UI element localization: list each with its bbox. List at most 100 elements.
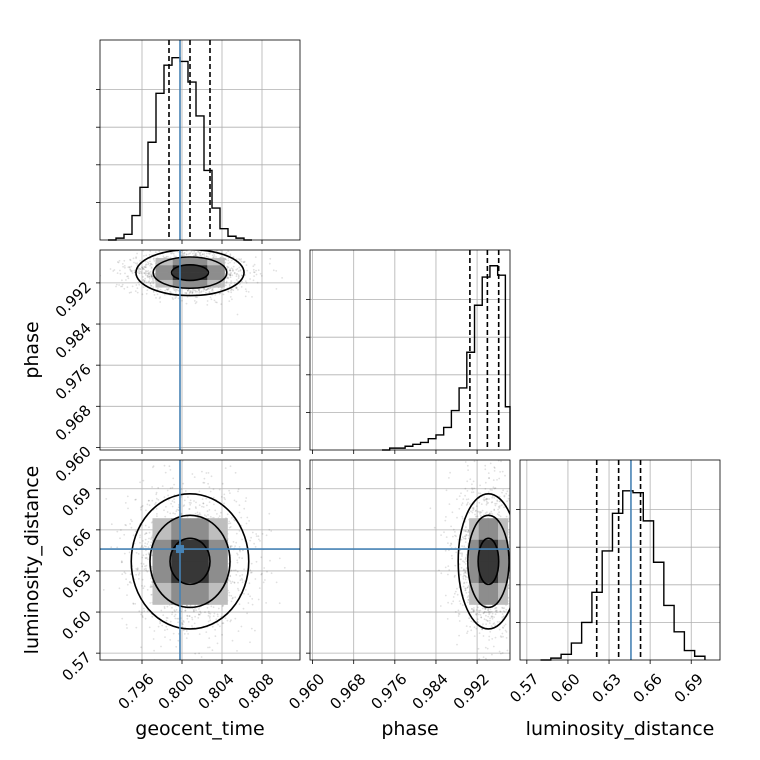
sample-point	[157, 248, 159, 250]
sample-point	[464, 537, 467, 540]
sample-point	[445, 536, 448, 538]
sample-point	[147, 262, 150, 265]
sample-point	[186, 614, 189, 617]
sample-point	[456, 498, 458, 501]
sample-point	[211, 288, 214, 290]
sample-point	[155, 297, 157, 299]
sample-point	[266, 570, 268, 573]
sample-point	[496, 513, 499, 515]
sample-point	[151, 263, 154, 266]
sample-point	[183, 252, 186, 255]
sample-point	[145, 269, 147, 272]
sample-point	[502, 607, 504, 609]
sample-point	[182, 629, 185, 632]
sample-point	[255, 560, 258, 563]
sample-point	[141, 565, 144, 568]
sample-point	[211, 288, 214, 291]
sample-point	[200, 255, 203, 257]
sample-point	[240, 516, 243, 519]
density-cell	[469, 561, 480, 584]
sample-point	[194, 615, 197, 618]
sample-point	[465, 581, 468, 584]
sample-point	[200, 290, 203, 293]
sample-point	[241, 280, 244, 283]
sample-point	[208, 253, 211, 255]
sample-point	[186, 617, 189, 620]
sample-point	[142, 479, 145, 482]
sample-point	[226, 513, 229, 516]
sample-point	[208, 646, 211, 649]
x-tick-label: 0.976	[367, 670, 410, 713]
sample-point	[226, 277, 229, 279]
sample-point	[155, 493, 158, 496]
sample-point	[498, 500, 501, 503]
sample-point	[448, 569, 451, 571]
sample-point	[250, 571, 253, 574]
sample-point	[163, 607, 166, 610]
sample-point	[440, 534, 442, 536]
sample-point	[144, 266, 146, 268]
sample-point	[444, 566, 447, 569]
sample-point	[518, 504, 520, 506]
sample-point	[234, 569, 237, 572]
sample-point	[212, 488, 215, 491]
sample-point	[188, 615, 191, 617]
sample-point	[252, 279, 255, 282]
sample-point	[216, 613, 219, 616]
sample-point	[203, 253, 206, 255]
sample-point	[128, 551, 131, 554]
sample-point	[475, 515, 477, 518]
sample-point	[461, 545, 463, 547]
sample-point	[209, 619, 212, 622]
sample-point	[207, 614, 210, 617]
sample-point	[464, 571, 466, 573]
sample-point	[230, 288, 233, 291]
sample-point	[172, 512, 175, 515]
sample-point	[508, 587, 510, 590]
sample-point	[119, 272, 122, 275]
sample-point	[458, 495, 461, 497]
sample-point	[481, 628, 483, 630]
sample-point	[201, 667, 203, 669]
sample-point	[139, 534, 142, 537]
sample-point	[235, 275, 238, 278]
sample-point	[485, 619, 488, 621]
sample-point	[207, 514, 209, 516]
sample-point	[144, 524, 147, 527]
sample-point	[129, 580, 132, 583]
sample-point	[253, 271, 256, 274]
contour-line	[135, 250, 245, 297]
sample-point	[129, 259, 132, 262]
panel-border	[99, 39, 301, 241]
sample-point	[145, 545, 147, 548]
sample-point	[479, 609, 482, 612]
sample-point	[495, 502, 498, 505]
sample-point	[145, 292, 148, 295]
sample-point	[491, 612, 494, 615]
sample-point	[131, 243, 133, 245]
sample-point	[257, 269, 260, 272]
sample-point	[467, 534, 470, 537]
sample-point	[203, 288, 206, 291]
sample-point	[250, 536, 253, 539]
sample-point	[109, 268, 112, 270]
sample-point	[142, 279, 144, 282]
sample-point	[464, 578, 467, 581]
sample-point	[478, 632, 481, 635]
sample-point	[463, 530, 466, 532]
sample-point	[260, 573, 263, 576]
sample-point	[498, 511, 500, 514]
sample-point	[146, 589, 149, 591]
sample-point	[189, 604, 192, 607]
sample-point	[456, 516, 458, 519]
sample-point	[211, 661, 213, 663]
sample-point	[511, 518, 513, 520]
sample-point	[147, 541, 150, 543]
sample-point	[500, 504, 503, 507]
sample-point	[129, 523, 132, 525]
sample-point	[123, 533, 126, 536]
sample-point	[470, 491, 473, 494]
sample-point	[173, 289, 176, 292]
sample-point	[477, 492, 480, 494]
sample-point	[444, 549, 447, 552]
